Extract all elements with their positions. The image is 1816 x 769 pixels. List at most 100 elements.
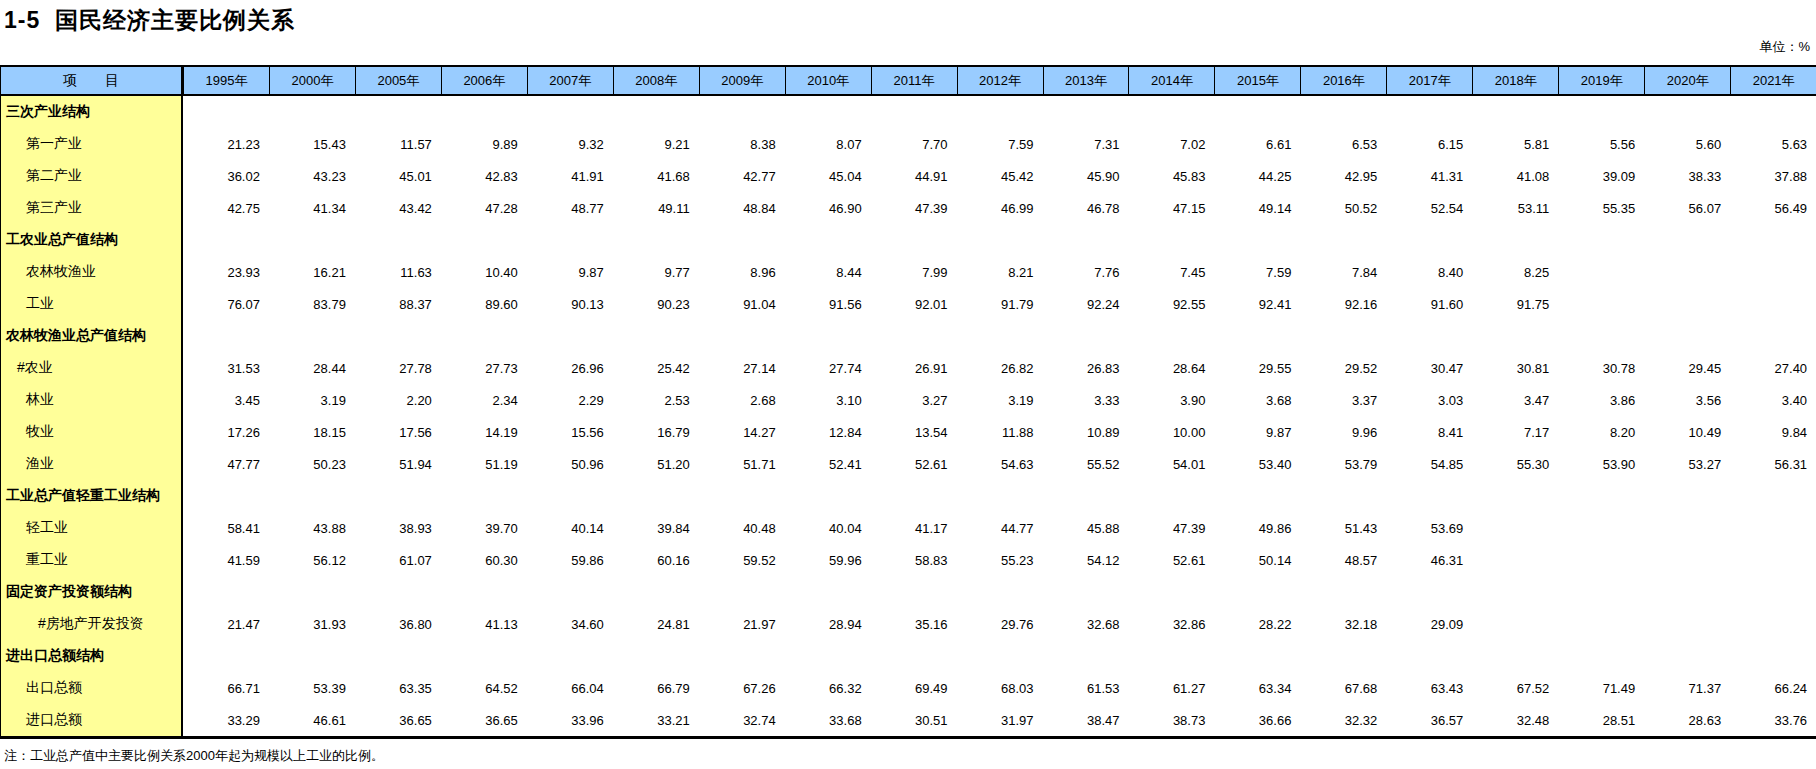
value-cell: 53.69 xyxy=(1386,512,1472,544)
table-body: 三次产业结构第一产业21.2315.4311.579.899.329.218.3… xyxy=(1,96,1816,736)
value-cell: 45.83 xyxy=(1128,160,1214,192)
value-cell xyxy=(1386,640,1472,672)
value-cell: 39.84 xyxy=(613,512,699,544)
value-cell: 8.41 xyxy=(1386,416,1472,448)
value-cell: 59.96 xyxy=(785,544,871,576)
value-cell: 29.55 xyxy=(1214,352,1300,384)
table-row: #农业31.5328.4427.7827.7326.9625.4227.1427… xyxy=(1,352,1816,384)
value-cell: 23.93 xyxy=(183,256,269,288)
table-row: #房地产开发投资21.4731.9336.8041.1334.6024.8121… xyxy=(1,608,1816,640)
value-cell xyxy=(441,320,527,352)
value-cell: 50.23 xyxy=(269,448,355,480)
value-cell: 55.30 xyxy=(1472,448,1558,480)
value-cell: 56.49 xyxy=(1730,192,1816,224)
year-column-header: 1995年 xyxy=(183,67,269,94)
value-cell: 7.70 xyxy=(871,128,957,160)
value-cell: 47.39 xyxy=(1128,512,1214,544)
value-cell xyxy=(1043,224,1129,256)
value-cell xyxy=(441,576,527,608)
value-cell xyxy=(699,96,785,128)
value-cell: 60.16 xyxy=(613,544,699,576)
row-label: 牧业 xyxy=(1,416,183,448)
value-cell xyxy=(1644,480,1730,512)
value-cell xyxy=(1644,288,1730,320)
value-cell: 41.68 xyxy=(613,160,699,192)
value-cell: 29.52 xyxy=(1300,352,1386,384)
table-header-row: 项 目 1995年2000年2005年2006年2007年2008年2009年2… xyxy=(1,67,1816,96)
table-row: 出口总额66.7153.3963.3564.5266.0466.7967.266… xyxy=(1,672,1816,704)
value-cell: 3.19 xyxy=(957,384,1043,416)
value-cell: 7.59 xyxy=(1214,256,1300,288)
value-cell xyxy=(1730,480,1816,512)
value-cell: 7.31 xyxy=(1043,128,1129,160)
value-cell: 43.88 xyxy=(269,512,355,544)
value-cell: 46.78 xyxy=(1043,192,1129,224)
value-cell: 64.52 xyxy=(441,672,527,704)
value-cell xyxy=(527,320,613,352)
value-cell: 48.84 xyxy=(699,192,785,224)
value-cell: 26.91 xyxy=(871,352,957,384)
value-cell: 41.34 xyxy=(269,192,355,224)
value-cell xyxy=(1558,608,1644,640)
value-cell: 2.29 xyxy=(527,384,613,416)
value-cell: 52.61 xyxy=(1128,544,1214,576)
value-cell xyxy=(1558,512,1644,544)
value-cell: 58.83 xyxy=(871,544,957,576)
value-cell: 30.47 xyxy=(1386,352,1472,384)
value-cell: 3.68 xyxy=(1214,384,1300,416)
value-cell xyxy=(1472,544,1558,576)
value-cell: 41.13 xyxy=(441,608,527,640)
value-cell: 53.39 xyxy=(269,672,355,704)
value-cell: 15.43 xyxy=(269,128,355,160)
value-cell: 36.66 xyxy=(1214,704,1300,736)
value-cell: 66.71 xyxy=(183,672,269,704)
value-cell: 55.52 xyxy=(1043,448,1129,480)
year-column-header: 2008年 xyxy=(613,67,699,94)
value-cell: 36.65 xyxy=(441,704,527,736)
value-cell: 17.26 xyxy=(183,416,269,448)
table-row: 农林牧渔业23.9316.2111.6310.409.879.778.968.4… xyxy=(1,256,1816,288)
value-cell: 42.75 xyxy=(183,192,269,224)
value-cell: 3.86 xyxy=(1558,384,1644,416)
value-cell xyxy=(1043,576,1129,608)
value-cell xyxy=(183,320,269,352)
value-cell: 66.79 xyxy=(613,672,699,704)
value-cell xyxy=(1644,544,1730,576)
value-cell xyxy=(1214,640,1300,672)
value-cell: 6.15 xyxy=(1386,128,1472,160)
value-cell: 28.64 xyxy=(1128,352,1214,384)
value-cell: 27.14 xyxy=(699,352,785,384)
value-cell: 30.51 xyxy=(871,704,957,736)
value-cell: 9.87 xyxy=(527,256,613,288)
value-cell xyxy=(1558,576,1644,608)
value-cell: 47.77 xyxy=(183,448,269,480)
value-cell: 10.00 xyxy=(1128,416,1214,448)
value-cell: 31.97 xyxy=(957,704,1043,736)
value-cell: 48.77 xyxy=(527,192,613,224)
row-label: 轻工业 xyxy=(1,512,183,544)
value-cell: 16.79 xyxy=(613,416,699,448)
row-label: 重工业 xyxy=(1,544,183,576)
value-cell: 61.53 xyxy=(1043,672,1129,704)
value-cell: 44.25 xyxy=(1214,160,1300,192)
value-cell xyxy=(355,480,441,512)
value-cell xyxy=(1043,640,1129,672)
value-cell: 3.90 xyxy=(1128,384,1214,416)
value-cell: 26.83 xyxy=(1043,352,1129,384)
value-cell: 8.20 xyxy=(1558,416,1644,448)
value-cell: 49.11 xyxy=(613,192,699,224)
value-cell: 50.96 xyxy=(527,448,613,480)
value-cell xyxy=(1644,640,1730,672)
value-cell: 5.56 xyxy=(1558,128,1644,160)
table-row: 重工业41.5956.1261.0760.3059.8660.1659.5259… xyxy=(1,544,1816,576)
value-cell xyxy=(1386,320,1472,352)
value-cell: 33.96 xyxy=(527,704,613,736)
value-cell xyxy=(1558,544,1644,576)
value-cell: 9.89 xyxy=(441,128,527,160)
value-cell: 34.60 xyxy=(527,608,613,640)
value-cell: 29.76 xyxy=(957,608,1043,640)
year-column-header: 2000年 xyxy=(269,67,355,94)
table-row: 农林牧渔业总产值结构 xyxy=(1,320,1816,352)
value-cell xyxy=(269,576,355,608)
value-cell: 88.37 xyxy=(355,288,441,320)
